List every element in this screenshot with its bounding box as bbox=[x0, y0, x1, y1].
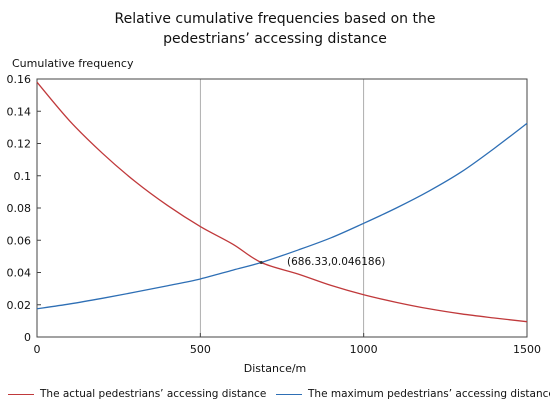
series-line-actual bbox=[36, 81, 528, 323]
y-axis-label: Cumulative frequency bbox=[12, 57, 134, 70]
y-tick-label-0: 0 bbox=[24, 331, 31, 344]
x-axis-label: Distance/m bbox=[243, 362, 307, 375]
x-tick-label-3: 1500 bbox=[513, 343, 541, 356]
x-tick-label-0: 0 bbox=[34, 343, 41, 356]
legend-item-maximum: The maximum pedestrians’ accessing dista… bbox=[276, 388, 550, 400]
chart-title-line-1: Relative cumulative frequencies based on… bbox=[114, 11, 436, 27]
legend-swatch-actual bbox=[8, 393, 34, 395]
plot-frame bbox=[36, 78, 528, 338]
legend-swatch-maximum bbox=[276, 393, 302, 395]
y-tick-label-7: 0.14 bbox=[7, 105, 32, 118]
series-line-maximum bbox=[36, 122, 528, 310]
axis-ticks: 0 0.02 0.04 0.06 0.08 0.1 0.12 0.14 0.16 0 500 1000… bbox=[7, 73, 542, 356]
grid bbox=[199, 79, 365, 337]
intersection-annotation: (686.33,0.046186) bbox=[287, 256, 386, 268]
y-tick-label-8: 0.16 bbox=[7, 73, 32, 86]
legend: The actual pedestrians’ accessing distan… bbox=[0, 388, 550, 404]
y-tick-label-5: 0.1 bbox=[14, 170, 32, 183]
x-tick-label-2: 1000 bbox=[350, 343, 378, 356]
y-tick-label-4: 0.08 bbox=[7, 202, 32, 215]
chart-title: Relative cumulative frequencies based on… bbox=[0, 9, 550, 49]
legend-label-maximum: The maximum pedestrians’ accessing dista… bbox=[308, 388, 550, 400]
chart-title-line-2: pedestrians’ accessing distance bbox=[163, 31, 387, 47]
y-tick-label-2: 0.04 bbox=[7, 267, 32, 280]
y-tick-label-1: 0.02 bbox=[7, 299, 32, 312]
annotation-marks bbox=[259, 261, 263, 265]
legend-item-actual: The actual pedestrians’ accessing distan… bbox=[8, 388, 266, 400]
x-tick-label-1: 500 bbox=[190, 343, 211, 356]
annotation-point-0 bbox=[259, 261, 263, 265]
series-lines bbox=[36, 81, 528, 323]
y-tick-label-6: 0.12 bbox=[7, 138, 32, 151]
y-tick-label-3: 0.06 bbox=[7, 234, 32, 247]
legend-label-actual: The actual pedestrians’ accessing distan… bbox=[40, 388, 267, 400]
